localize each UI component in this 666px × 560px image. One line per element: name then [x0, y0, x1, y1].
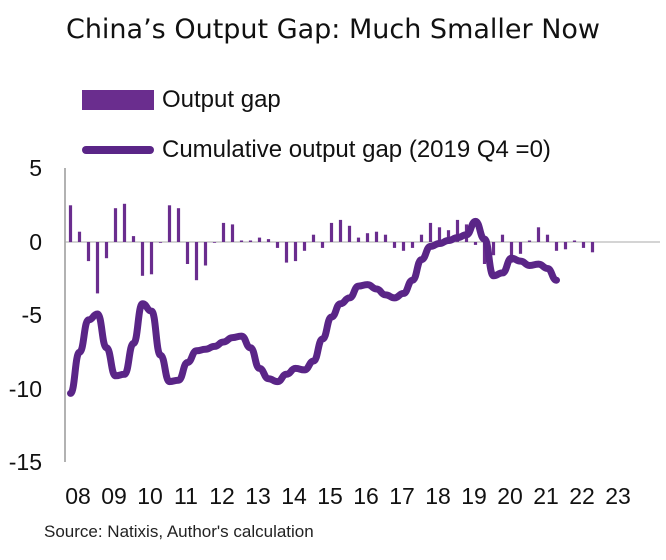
output-gap-bar: [95, 242, 100, 294]
output-gap-bar: [194, 242, 199, 281]
legend-line-swatch: [82, 146, 154, 154]
x-tick-label: 20: [497, 483, 523, 509]
output-gap-bar: [554, 242, 559, 251]
output-gap-bar: [203, 242, 208, 266]
output-gap-bar: [446, 230, 451, 242]
output-gap-bar: [284, 242, 289, 263]
output-gap-bar: [77, 231, 82, 242]
legend-label-output-gap: Output gap: [162, 86, 281, 113]
output-gap-bar: [149, 242, 154, 275]
y-tick-label: 0: [29, 229, 42, 255]
output-gap-bar: [572, 240, 577, 242]
output-gap-bar: [131, 236, 136, 242]
output-gap-bar: [338, 219, 343, 242]
output-gap-bar: [392, 242, 397, 248]
output-gap-bar: [455, 219, 460, 242]
output-gap-bar: [563, 242, 568, 250]
legend-bar-swatch: [82, 90, 154, 110]
x-tick-label: 12: [209, 483, 235, 509]
bar-series-output-gap: [68, 203, 595, 294]
output-gap-bar: [347, 225, 352, 242]
output-gap-bar: [437, 227, 442, 242]
output-gap-bar: [527, 240, 532, 242]
x-tick-label: 13: [245, 483, 271, 509]
output-gap-bar: [419, 234, 424, 242]
x-tick-label: 09: [101, 483, 127, 509]
output-gap-bar: [212, 242, 217, 243]
output-gap-bar: [536, 227, 541, 242]
x-tick-label: 17: [389, 483, 415, 509]
output-gap-bar: [122, 203, 127, 242]
output-gap-bar: [473, 242, 478, 245]
output-gap-bar: [491, 242, 496, 256]
output-gap-bar: [68, 205, 73, 243]
output-gap-bar: [590, 242, 595, 253]
chart-title: China’s Output Gap: Much Smaller Now: [65, 14, 601, 45]
output-gap-bar: [275, 242, 280, 248]
x-tick-label: 22: [569, 483, 595, 509]
output-gap-bar: [140, 242, 145, 276]
output-gap-bar: [257, 237, 262, 242]
x-tick-label: 11: [174, 483, 198, 509]
x-tick-label: 16: [353, 483, 379, 509]
y-tick-label: -15: [9, 449, 42, 475]
output-gap-bar: [221, 222, 226, 242]
output-gap-bar: [266, 239, 271, 242]
output-gap-bar: [86, 242, 91, 262]
x-tick-label: 19: [461, 483, 487, 509]
legend-label-cumulative: Cumulative output gap (2019 Q4 =0): [162, 136, 551, 163]
output-gap-bar: [104, 242, 109, 259]
output-gap-bar: [545, 234, 550, 242]
output-gap-bar: [500, 234, 505, 242]
output-gap-bar: [311, 234, 316, 242]
output-gap-bar: [356, 237, 361, 242]
y-tick-label: 5: [29, 155, 42, 181]
output-gap-bar: [293, 242, 298, 262]
x-tick-label: 10: [137, 483, 163, 509]
output-gap-bar: [428, 222, 433, 242]
legend-item-output-gap: Output gap: [82, 86, 281, 114]
output-gap-bar: [320, 242, 325, 248]
output-gap-bar: [401, 242, 406, 251]
output-gap-bar: [113, 208, 118, 242]
x-tick-labels: 08 09 10 11 12 13 14 15 16 17 18 19 20 21 22 23: [65, 483, 631, 509]
output-gap-bar: [176, 208, 181, 242]
output-gap-bar: [248, 240, 253, 242]
legend-item-cumulative: Cumulative output gap (2019 Q4 =0): [82, 136, 551, 164]
output-gap-bar: [329, 222, 334, 242]
output-gap-bar: [374, 231, 379, 242]
output-gap-bar: [581, 242, 586, 248]
output-gap-bar: [365, 233, 370, 242]
output-gap-bar: [185, 242, 190, 264]
output-gap-bar: [167, 205, 172, 243]
output-gap-bar: [302, 242, 307, 251]
output-gap-bar: [383, 234, 388, 242]
y-tick-label: -10: [9, 376, 42, 402]
output-gap-bar: [158, 242, 163, 243]
x-tick-label: 21: [533, 483, 559, 509]
output-gap-bar: [239, 240, 244, 242]
source-note: Source: Natixis, Author's calculation: [44, 522, 314, 541]
output-gap-bar: [482, 242, 487, 264]
output-gap-bar: [230, 224, 235, 242]
line-series-cumulative: [67, 217, 560, 397]
output-gap-bar: [518, 242, 523, 254]
x-tick-label: 08: [65, 483, 91, 509]
x-tick-label: 18: [425, 483, 451, 509]
x-tick-label: 15: [317, 483, 343, 509]
output-gap-bar: [509, 242, 514, 263]
x-tick-label: 14: [281, 483, 307, 509]
y-tick-label: -5: [22, 302, 42, 328]
x-tick-label: 23: [605, 483, 631, 509]
output-gap-bar: [410, 242, 415, 248]
